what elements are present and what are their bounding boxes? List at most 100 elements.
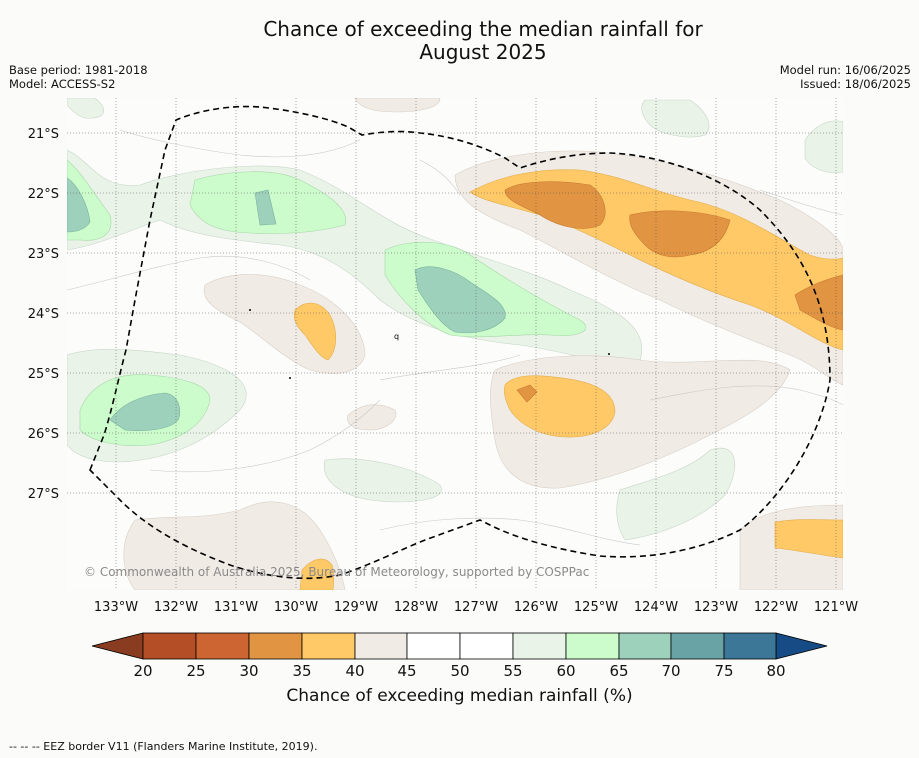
region-55-60: [616, 447, 736, 541]
lon-labels: 133°W 132°W 131°W 130°W 129°W 128°W 127°…: [94, 600, 858, 615]
lon-label: 131°W: [214, 600, 258, 615]
lat-label: 27°S: [28, 487, 59, 502]
lat-label: 25°S: [28, 367, 59, 382]
contour-line: [67, 255, 311, 291]
lon-label: 127°W: [454, 600, 498, 615]
lat-label: 22°S: [28, 187, 59, 202]
rainfall-contours: q: [67, 98, 843, 590]
colorbar-tick: 40: [345, 662, 364, 680]
model-name: Model: ACCESS-S2: [9, 77, 116, 91]
lat-gridlines: [67, 132, 843, 494]
eez-border: [89, 105, 831, 580]
contour-line: [379, 517, 641, 546]
lon-label: 130°W: [274, 600, 318, 615]
region-55-60: [67, 98, 104, 119]
colorbar-tick: 65: [609, 662, 628, 680]
colorbar: 20 25 30 35 40 45 50 55 60 65 70 75 80: [91, 632, 828, 680]
lon-label: 132°W: [154, 600, 198, 615]
colorbar-label: Chance of exceeding median rainfall (%): [286, 686, 633, 706]
contour-line: [419, 159, 461, 196]
copyright-notice: © Commonwealth of Australia 2025, Bureau…: [84, 565, 590, 579]
marker-label: q: [394, 332, 399, 341]
model-run: Model run: 16/06/2025: [779, 63, 911, 77]
dot-marker: [608, 353, 610, 355]
colorbar-tick: 75: [714, 662, 733, 680]
region-65-70: [254, 189, 277, 226]
colorbar-tick: 50: [450, 662, 469, 680]
lon-label: 122°W: [754, 600, 798, 615]
colorbar-segment: [248, 632, 303, 660]
colorbar-segment: [618, 632, 672, 660]
lon-label: 123°W: [694, 600, 738, 615]
lon-label: 125°W: [574, 600, 618, 615]
contour-line: [149, 399, 381, 473]
contour-line: [759, 189, 843, 216]
meta-left: Base period: 1981-2018 Model: ACCESS-S2: [9, 63, 148, 91]
colorbar-segment: [723, 632, 777, 660]
eez-footnote: -- -- -- EEZ border V11 (Flanders Marine…: [9, 740, 318, 753]
contour-line: [119, 129, 361, 158]
colorbar-segment: [459, 632, 514, 660]
colorbar-segment: [195, 632, 250, 660]
lon-label: 126°W: [514, 600, 558, 615]
map-title: Chance of exceeding the median rainfall …: [0, 18, 919, 64]
colorbar-tick: 35: [292, 662, 311, 680]
colorbar-tick: 60: [556, 662, 575, 680]
issued-date: Issued: 18/06/2025: [800, 77, 911, 91]
lon-label: 121°W: [814, 600, 858, 615]
colorbar-ticks: 20 25 30 35 40 45 50 55 60 65 70 75 80: [133, 662, 785, 680]
lon-label: 124°W: [634, 600, 678, 615]
region-65-70: [67, 177, 91, 233]
colorbar-segment: [670, 632, 725, 660]
region-55-60: [641, 99, 710, 138]
title-line-1: Chance of exceeding the median rainfall …: [263, 17, 703, 41]
region-30-35: [629, 210, 731, 258]
colorbar-tick: 30: [239, 662, 258, 680]
rainfall-map: q 21°S 22°S 23°S 24°S 25°S 26°S 27°: [28, 98, 858, 680]
region-35-40: [299, 558, 334, 590]
contour-line: [649, 385, 843, 406]
contour-lines: [67, 129, 843, 546]
region-35-40: [774, 519, 843, 559]
colorbar-tick: 55: [503, 662, 522, 680]
colorbar-over-arrow: [775, 632, 828, 660]
region-65-70: [109, 392, 181, 431]
colorbar-tick: 70: [661, 662, 680, 680]
region-40-45: [123, 501, 346, 590]
region-30-35: [516, 384, 538, 403]
colorbar-tick: 20: [133, 662, 152, 680]
contour-line: [379, 354, 521, 381]
region-40-45: [347, 404, 397, 431]
lon-label: 128°W: [394, 600, 438, 615]
region-55-60: [323, 458, 442, 503]
map-frame: [67, 98, 843, 590]
base-period: Base period: 1981-2018: [9, 63, 148, 77]
colorbar-tick: 80: [766, 662, 785, 680]
colorbar-tick: 45: [397, 662, 416, 680]
colorbar-segment: [406, 632, 461, 660]
region-40-45: [354, 98, 441, 113]
lat-label: 26°S: [28, 427, 59, 442]
colorbar-segment: [301, 632, 356, 660]
colorbar-segment: [354, 632, 408, 660]
dot-marker: [289, 377, 291, 379]
lat-label: 23°S: [28, 247, 59, 262]
lat-labels: 21°S 22°S 23°S 24°S 25°S 26°S 27°S: [28, 127, 59, 502]
colorbar-tick: 25: [186, 662, 205, 680]
colorbar-segment: [565, 632, 620, 660]
colorbar-segment: [142, 632, 197, 660]
meta-right: Model run: 16/06/2025 Issued: 18/06/2025: [780, 63, 911, 91]
lat-label: 21°S: [28, 127, 59, 142]
lon-gridlines: [115, 98, 837, 590]
title-line-2: August 2025: [419, 40, 547, 64]
lat-label: 24°S: [28, 307, 59, 322]
region-30-35: [504, 181, 606, 229]
colorbar-under-arrow: [91, 632, 144, 660]
colorbar-segments: [142, 632, 777, 660]
lon-label: 129°W: [334, 600, 378, 615]
region-55-60: [804, 120, 843, 174]
lon-label: 133°W: [94, 600, 138, 615]
dot-marker: [249, 309, 251, 311]
region-65-70: [414, 266, 506, 334]
region-35-40: [293, 302, 337, 361]
